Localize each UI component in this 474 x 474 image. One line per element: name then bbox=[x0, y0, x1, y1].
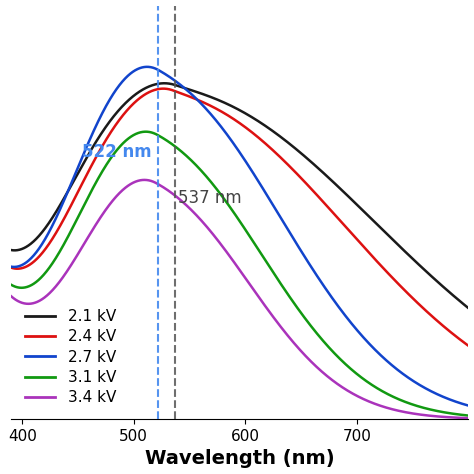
3.1 kV bbox=[21, 285, 27, 291]
2.7 kV bbox=[463, 402, 469, 408]
2.4 kV bbox=[21, 264, 27, 270]
Line: 3.1 kV: 3.1 kV bbox=[0, 132, 474, 417]
3.1 kV bbox=[463, 412, 468, 418]
3.1 kV bbox=[218, 191, 224, 197]
3.1 kV bbox=[0, 272, 3, 277]
3.4 kV bbox=[142, 177, 147, 183]
2.7 kV bbox=[0, 258, 3, 264]
2.4 kV bbox=[230, 116, 236, 122]
2.7 kV bbox=[144, 64, 150, 70]
2.1 kV bbox=[375, 222, 381, 228]
3.4 kV bbox=[0, 280, 3, 286]
2.1 kV bbox=[21, 245, 27, 251]
2.7 kV bbox=[463, 402, 468, 408]
3.4 kV bbox=[463, 415, 468, 421]
2.4 kV bbox=[0, 257, 3, 263]
2.7 kV bbox=[230, 140, 236, 146]
2.1 kV bbox=[463, 303, 469, 309]
2.4 kV bbox=[161, 86, 166, 91]
2.1 kV bbox=[218, 98, 224, 104]
Legend: 2.1 kV, 2.4 kV, 2.7 kV, 3.1 kV, 3.4 kV: 2.1 kV, 2.4 kV, 2.7 kV, 3.1 kV, 3.4 kV bbox=[18, 303, 122, 411]
2.4 kV bbox=[218, 108, 224, 114]
X-axis label: Wavelength (nm): Wavelength (nm) bbox=[145, 449, 335, 468]
3.4 kV bbox=[463, 415, 469, 421]
2.4 kV bbox=[463, 341, 469, 347]
Line: 2.4 kV: 2.4 kV bbox=[0, 89, 474, 354]
Line: 3.4 kV: 3.4 kV bbox=[0, 180, 474, 419]
3.1 kV bbox=[143, 129, 149, 135]
3.4 kV bbox=[230, 258, 236, 264]
3.1 kV bbox=[463, 412, 469, 418]
2.4 kV bbox=[375, 259, 381, 265]
3.4 kV bbox=[218, 241, 224, 247]
Text: 522 nm: 522 nm bbox=[82, 144, 152, 162]
2.4 kV bbox=[463, 341, 468, 346]
2.1 kV bbox=[162, 81, 167, 86]
3.4 kV bbox=[375, 402, 381, 408]
2.7 kV bbox=[218, 123, 224, 129]
Line: 2.7 kV: 2.7 kV bbox=[0, 67, 474, 409]
2.7 kV bbox=[375, 350, 381, 356]
2.1 kV bbox=[230, 104, 236, 110]
3.1 kV bbox=[230, 209, 236, 215]
2.7 kV bbox=[21, 261, 27, 266]
2.1 kV bbox=[0, 242, 3, 247]
Line: 2.1 kV: 2.1 kV bbox=[0, 83, 474, 317]
Text: 537 nm: 537 nm bbox=[178, 190, 242, 208]
3.1 kV bbox=[375, 386, 381, 392]
3.4 kV bbox=[21, 301, 27, 306]
2.1 kV bbox=[463, 303, 468, 309]
